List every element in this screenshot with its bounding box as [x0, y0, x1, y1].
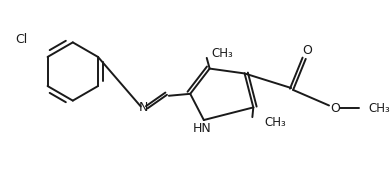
Text: HN: HN	[192, 122, 211, 135]
Text: Cl: Cl	[15, 33, 27, 46]
Text: O: O	[302, 44, 312, 57]
Text: N: N	[139, 101, 148, 114]
Text: CH₃: CH₃	[264, 117, 286, 129]
Text: CH₃: CH₃	[212, 47, 233, 59]
Text: CH₃: CH₃	[369, 102, 390, 115]
Text: O: O	[330, 102, 340, 115]
